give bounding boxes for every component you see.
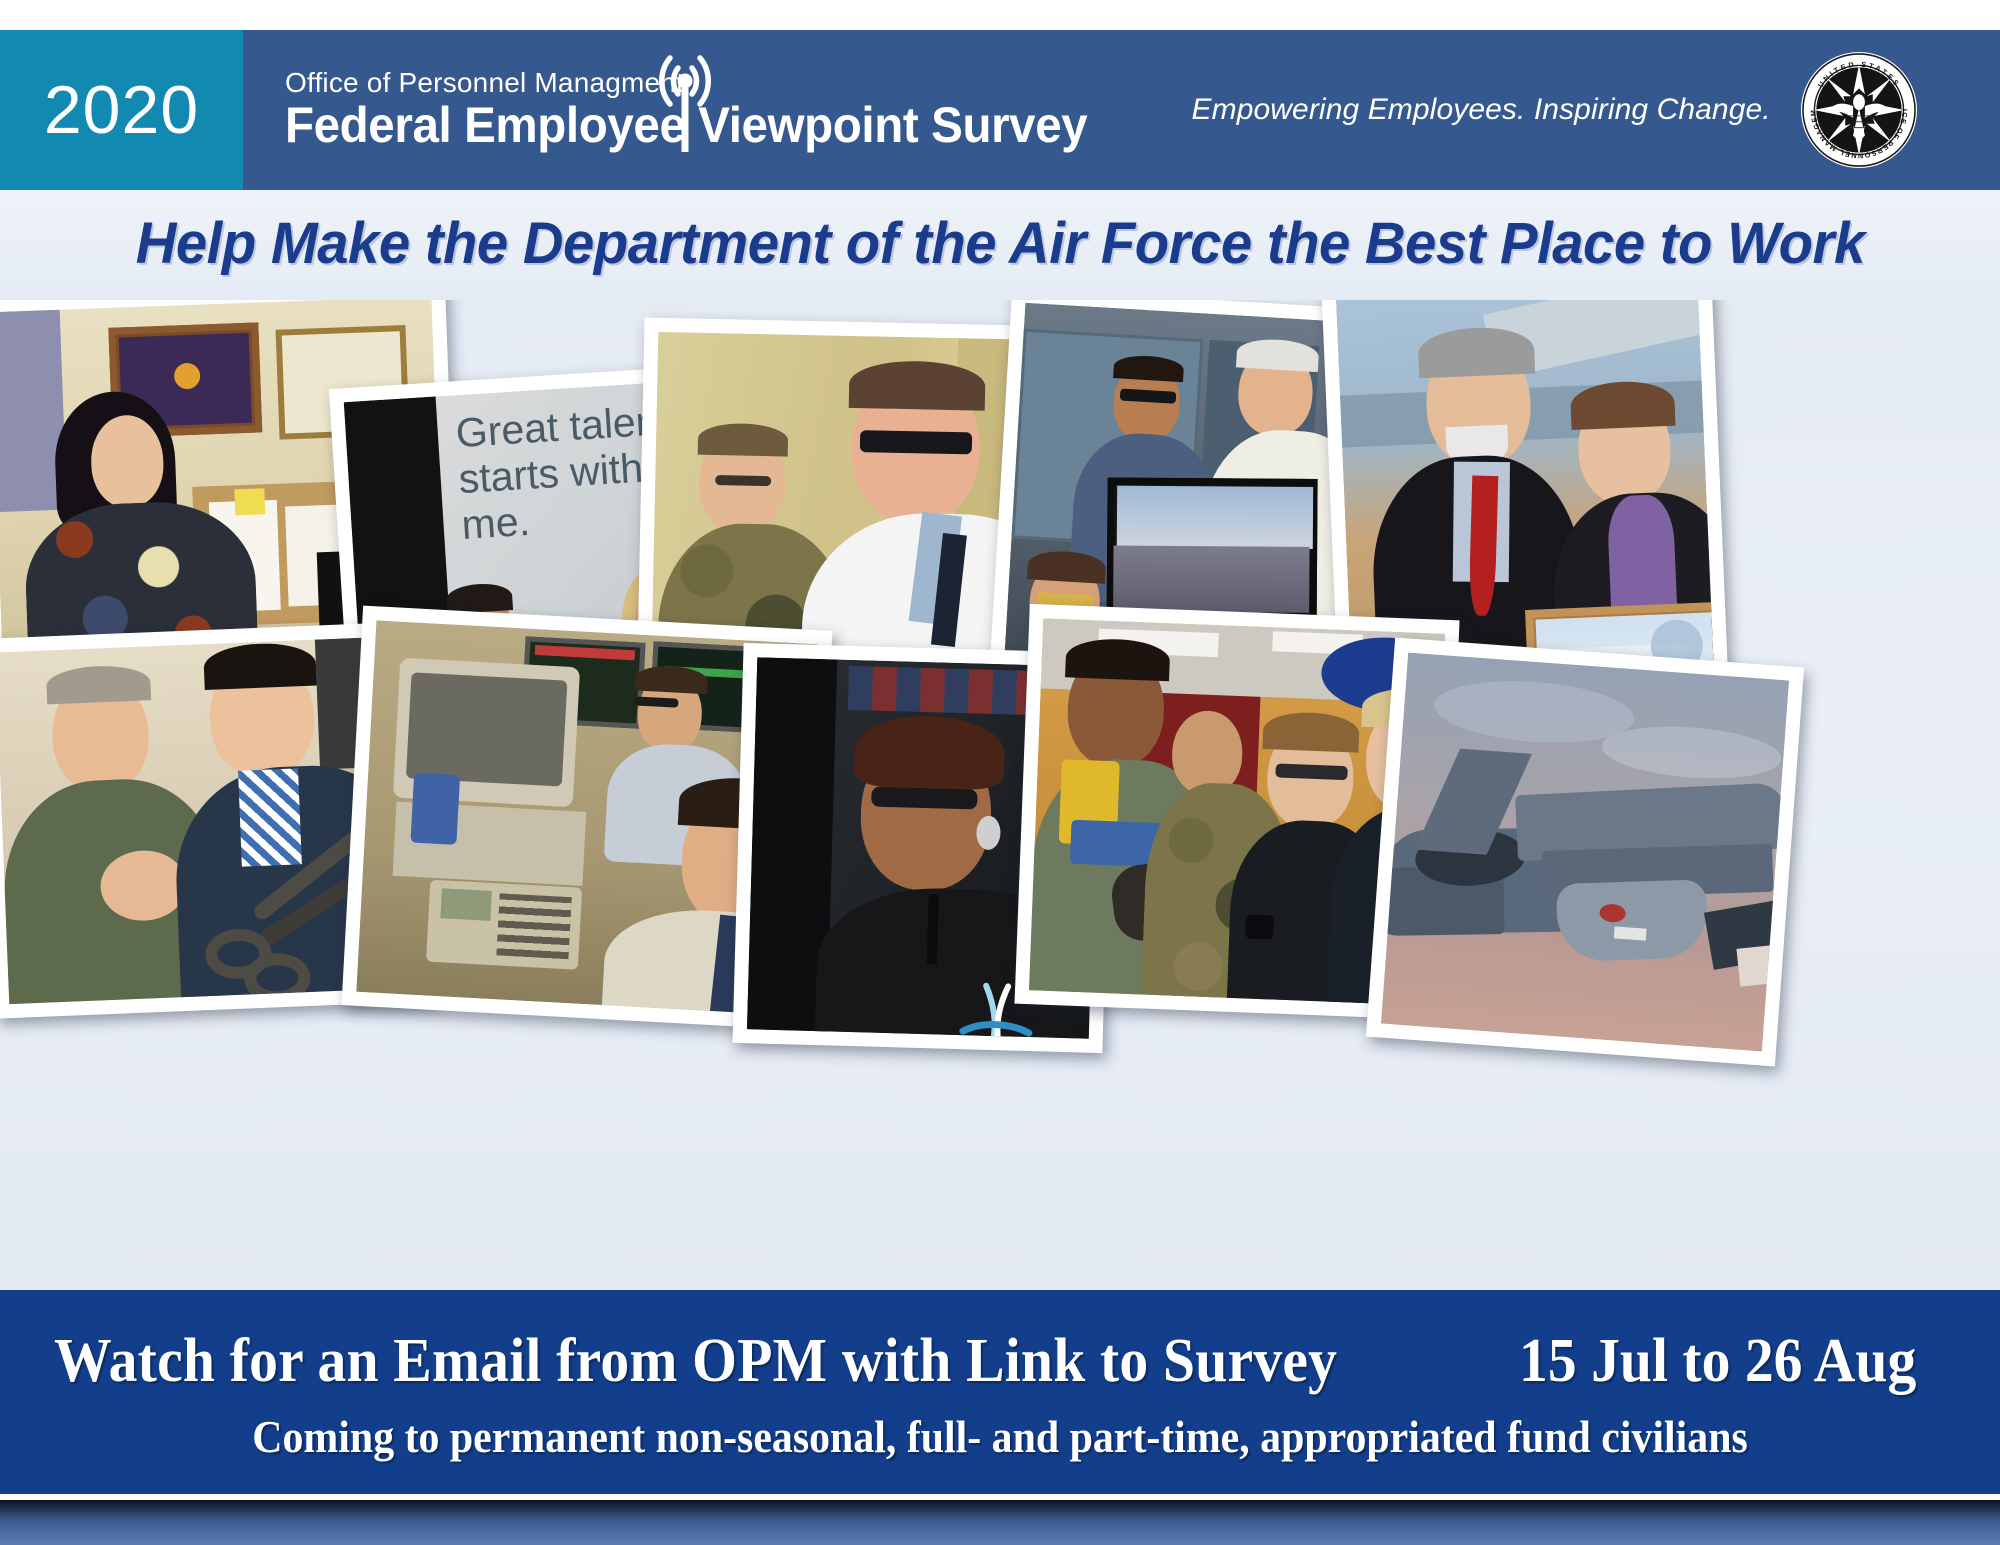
photo-collage: Great talent starts with me. [0,300,2000,1290]
headline-text: Help Make the Department of the Air Forc… [135,211,1865,276]
header-bar: Office of Personnel Managment Federal Em… [243,30,2000,190]
opm-seal-icon: UNITED STATES OFFICE OF PERSONNEL MANAGE… [1800,51,1918,169]
footer-primary-row: Watch for an Email from OPM with Link to… [0,1326,2000,1397]
footer-banner: Watch for an Email from OPM with Link to… [0,1290,2000,1500]
bottom-gradient-strip [0,1500,2000,1545]
footer-date-range: 15 Jul to 26 Aug [1519,1326,1917,1395]
footer-eligibility-note: Coming to permanent non-seasonal, full- … [252,1411,1748,1462]
year-badge: 2020 [0,30,243,190]
agency-name: Office of Personnel Managment [285,67,685,99]
brand-lockup: Office of Personnel Managment Federal Em… [285,55,1130,154]
poster-header: 2020 Office of Personnel Managment Feder… [0,30,2000,190]
year-label: 2020 [43,72,200,148]
photo-fighter-jet [1365,637,1805,1067]
footer-call-to-action: Watch for an Email from OPM with Link to… [53,1326,1337,1395]
tagline: Empowering Employees. Inspiring Change. [1191,93,1771,126]
survey-title: Federal Employee Viewpoint Survey [285,97,1088,154]
photo-civilian-service-employee: CIVILIAN [732,642,1114,1054]
